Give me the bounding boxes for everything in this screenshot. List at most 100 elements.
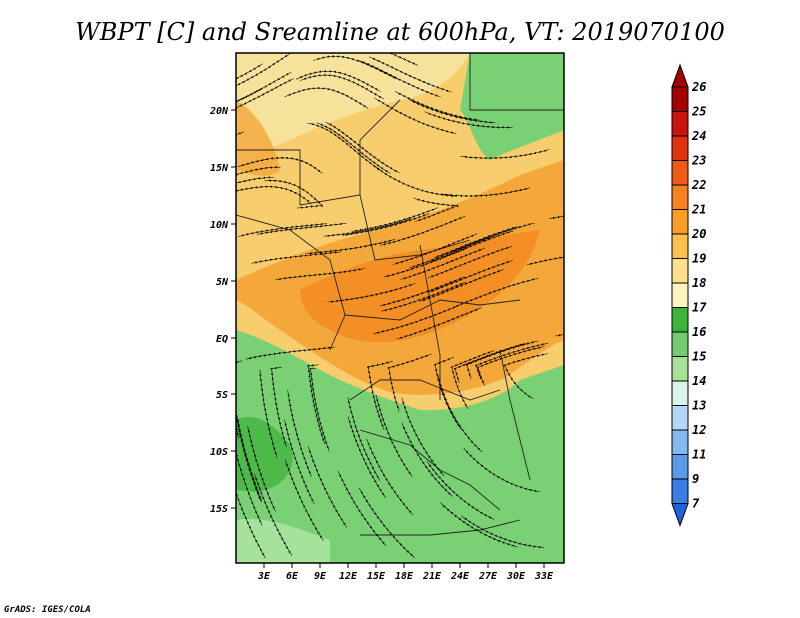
streamline — [245, 346, 335, 360]
colorbar-swatch — [671, 209, 689, 235]
colorbar-label: 7 — [692, 497, 700, 511]
latitude-axis: 20N 15N 10N 5N EQ 5S 10S 15S — [209, 106, 236, 515]
colorbar-label: 23 — [691, 154, 706, 168]
lat-tick-label: 5N — [216, 277, 229, 288]
lon-tick-label: 27E — [478, 571, 498, 582]
colorbar-label: 12 — [692, 423, 706, 437]
lon-tick-label: 9E — [314, 571, 327, 582]
colorbar-swatch — [671, 307, 689, 333]
colorbar-swatch — [671, 184, 689, 210]
streamline — [366, 360, 393, 430]
colorbar-swatch — [671, 86, 689, 112]
streamline — [358, 487, 416, 559]
streamline — [401, 397, 445, 477]
colorbar-swatch — [671, 135, 689, 161]
streamline — [437, 375, 483, 453]
longitude-axis: 3E 6E 9E 12E 15E 18E 21E 24E 27E 30E 33E — [257, 563, 554, 582]
streamline — [526, 250, 564, 266]
streamline — [236, 53, 291, 96]
colorbar-swatch — [671, 429, 689, 455]
colorbar-label: 13 — [692, 399, 706, 413]
figure-title: WBPT [C] and Sreamline at 600hPa, VT: 20… — [75, 18, 725, 46]
map-panel — [236, 53, 564, 563]
colorbar: 26 25 24 23 22 21 20 19 18 17 16 15 14 13 12 11 9 7 — [671, 63, 707, 527]
colorbar-swatch — [671, 454, 689, 480]
streamline — [408, 99, 496, 124]
streamline — [284, 459, 324, 541]
streamline — [463, 447, 541, 493]
lon-tick-label: 18E — [395, 571, 414, 582]
colorbar-swatch — [671, 233, 689, 259]
streamline — [236, 131, 245, 162]
streamline — [237, 156, 323, 174]
colorbar-swatch — [671, 380, 689, 406]
colorbar-label: 24 — [691, 129, 706, 143]
colorbar-label: 9 — [692, 472, 699, 486]
lon-tick-label: 24E — [450, 571, 470, 582]
colorbar-swatch — [671, 282, 689, 308]
streamline — [295, 70, 381, 92]
lat-tick-label: 15S — [210, 504, 228, 515]
streamline — [503, 353, 549, 399]
lon-tick-label: 30E — [506, 571, 526, 582]
lon-tick-label: 33E — [534, 571, 554, 582]
map-frame — [235, 52, 565, 564]
colorbar-swatch — [671, 160, 689, 186]
streamline — [358, 60, 441, 98]
grads-credit: GrADS: IGES/COLA — [4, 605, 91, 615]
lon-tick-label: 3E — [257, 571, 271, 582]
colorbar-label: 15 — [692, 350, 706, 364]
streamline — [555, 324, 564, 337]
colorbar-swatch — [671, 356, 689, 382]
streamline — [336, 53, 419, 66]
streamline — [306, 238, 396, 255]
streamline — [373, 165, 457, 198]
streamline — [387, 353, 432, 412]
lon-tick-label: 6E — [286, 571, 299, 582]
shade-green-northeast — [460, 53, 564, 160]
streamline — [264, 179, 323, 209]
streamline — [287, 389, 312, 477]
streamline — [449, 222, 535, 253]
streamline — [307, 446, 348, 528]
lon-tick-label: 21E — [422, 571, 442, 582]
colorbar-label: 20 — [691, 227, 706, 241]
colorbar-top-arrow — [671, 63, 689, 88]
streamline — [236, 479, 266, 559]
colorbar-label: 19 — [692, 252, 706, 266]
streamline — [460, 149, 550, 160]
streamline — [452, 278, 539, 308]
colorbar-bottom-arrow — [671, 503, 689, 527]
streamline — [275, 268, 365, 281]
lon-tick-label: 12E — [339, 571, 358, 582]
streamlines — [236, 53, 564, 559]
colorbar-swatch — [671, 111, 689, 137]
colorbar-label: 17 — [692, 301, 707, 315]
lat-tick-label: 15N — [210, 163, 229, 174]
colorbar-label: 26 — [691, 80, 706, 94]
colorbar-swatch — [671, 258, 689, 284]
colorbar-swatch — [671, 331, 689, 357]
colorbar-label: 11 — [692, 448, 706, 462]
streamline — [380, 215, 466, 246]
lat-tick-label: 20N — [209, 106, 229, 117]
streamline — [327, 283, 416, 303]
lat-tick-label: 10N — [210, 220, 229, 231]
colorbar-swatch — [671, 405, 689, 431]
colorbar-label: 22 — [691, 178, 706, 192]
wbpt-shading — [236, 53, 564, 563]
streamline — [316, 122, 391, 174]
lon-tick-label: 15E — [367, 571, 386, 582]
lat-tick-label: 10S — [210, 447, 228, 458]
colorbar-label: 18 — [692, 276, 706, 290]
streamline — [306, 364, 325, 445]
colorbar-label: 21 — [691, 203, 706, 217]
streamline — [440, 187, 531, 198]
lat-tick-label: EQ — [216, 334, 228, 345]
streamline — [373, 305, 460, 335]
colorbar-swatch — [671, 478, 689, 504]
lat-tick-label: 5S — [216, 390, 228, 401]
colorbar-label: 25 — [691, 105, 706, 119]
colorbar-label: 16 — [692, 325, 706, 339]
